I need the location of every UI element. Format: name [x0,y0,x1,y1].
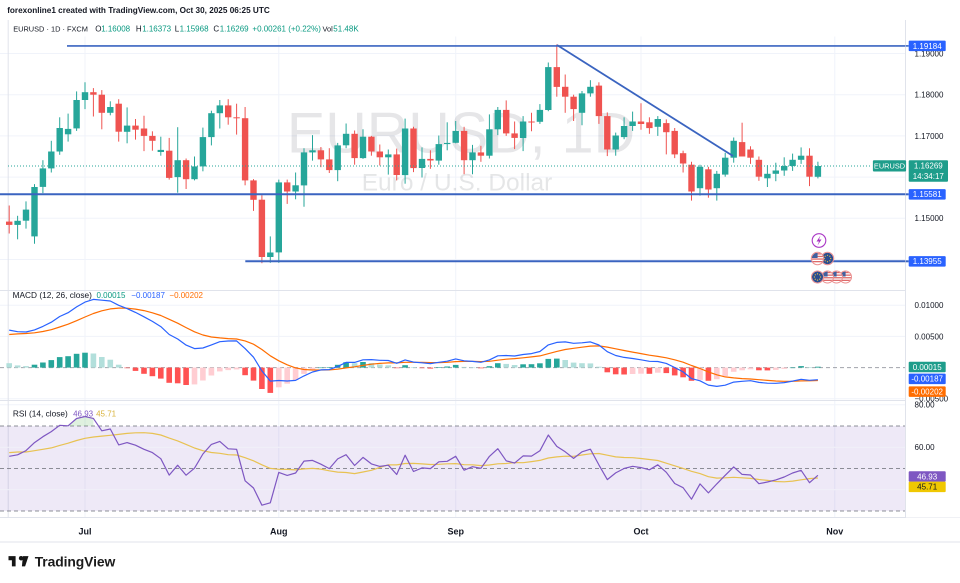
svg-text:-0.00187: -0.00187 [911,375,943,384]
svg-text:1.16269: 1.16269 [914,162,943,171]
svg-text:Aug: Aug [270,527,288,537]
svg-text:1.17000: 1.17000 [915,132,944,141]
svg-text:C: C [213,25,219,34]
svg-text:0.01000: 0.01000 [915,301,944,310]
svg-text:-0.00202: -0.00202 [911,388,943,397]
svg-text:46.93: 46.93 [917,472,938,481]
svg-text:14:34:17: 14:34:17 [913,172,945,181]
svg-text:60.00: 60.00 [915,443,936,452]
svg-text:MACD (12, 26, close): MACD (12, 26, close) [13,290,93,300]
svg-text:Euro / U.S. Dollar: Euro / U.S. Dollar [362,170,553,197]
svg-text:Nov: Nov [826,527,843,537]
svg-text:forexonline1 created with Trad: forexonline1 created with TradingView.co… [7,6,270,15]
svg-text:51.48K: 51.48K [333,25,359,34]
svg-text:1.19000: 1.19000 [915,49,944,58]
svg-text:EURUSD · 1D · FXCM: EURUSD · 1D · FXCM [13,25,88,34]
svg-text:−0.00187: −0.00187 [131,291,165,300]
svg-text:1.13955: 1.13955 [913,257,942,266]
svg-text:EURUSD: EURUSD [874,162,905,171]
svg-text:H: H [136,25,142,34]
svg-text:+0.00261 (+0.22%): +0.00261 (+0.22%) [252,25,321,34]
svg-text:1.18000: 1.18000 [915,91,944,100]
svg-text:1.15581: 1.15581 [913,190,942,199]
svg-text:TradingView: TradingView [35,553,116,569]
svg-text:45.71: 45.71 [96,409,117,418]
svg-text:1.16008: 1.16008 [101,25,130,34]
svg-text:1.16373: 1.16373 [142,25,171,34]
svg-text:0.00015: 0.00015 [97,291,126,300]
svg-text:RSI (14, close): RSI (14, close) [13,408,68,418]
svg-text:80.00: 80.00 [915,401,936,410]
svg-text:1.16269: 1.16269 [220,25,249,34]
svg-text:1.19184: 1.19184 [913,42,942,51]
svg-text:−0.00500: −0.00500 [915,395,949,404]
svg-text:1.15968: 1.15968 [180,25,209,34]
svg-text:0.00015: 0.00015 [913,363,942,372]
svg-text:45.71: 45.71 [917,483,938,492]
svg-text:0.00500: 0.00500 [915,332,944,341]
svg-text:46.93: 46.93 [73,409,94,418]
svg-text:Vol: Vol [323,25,334,34]
svg-text:−0.00202: −0.00202 [169,291,203,300]
svg-text:1.15000: 1.15000 [915,214,944,223]
svg-text:Oct: Oct [633,527,648,537]
svg-text:L: L [175,25,180,34]
svg-text:Sep: Sep [447,527,464,537]
svg-text:O: O [95,25,101,34]
svg-text:Jul: Jul [78,527,91,537]
